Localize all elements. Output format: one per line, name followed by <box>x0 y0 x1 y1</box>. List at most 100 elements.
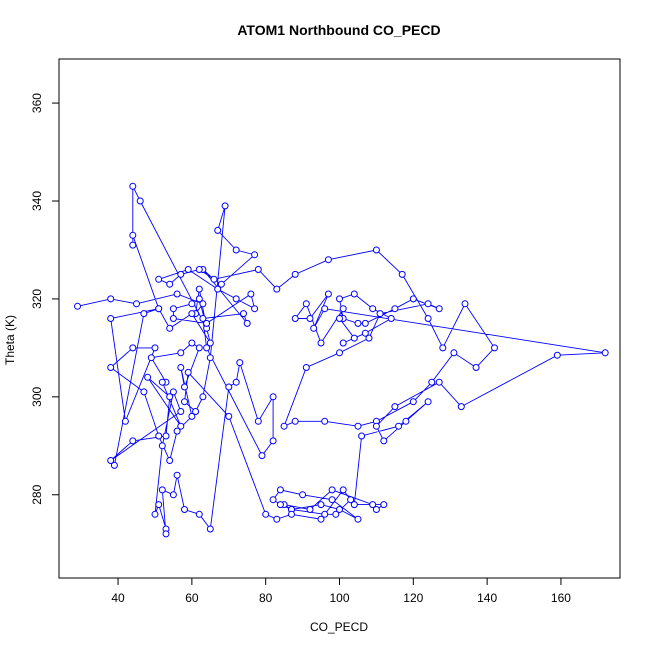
data-point <box>158 442 166 450</box>
data-point <box>358 432 366 440</box>
data-point <box>203 344 211 352</box>
data-point <box>339 339 347 347</box>
data-point <box>240 310 247 318</box>
data-point <box>553 351 561 359</box>
data-point <box>409 398 417 406</box>
data-point <box>199 393 207 401</box>
data-point <box>317 501 325 509</box>
data-point <box>169 491 177 499</box>
data-point <box>380 501 388 509</box>
data-point <box>232 295 240 303</box>
data-point <box>276 501 284 509</box>
data-point <box>347 496 355 504</box>
data-point <box>225 383 233 391</box>
data-point <box>221 202 229 210</box>
data-point <box>177 422 185 430</box>
data-point <box>269 437 277 445</box>
data-point <box>302 364 310 371</box>
x-tick-label: 140 <box>477 591 497 605</box>
data-point <box>195 285 203 293</box>
data-point <box>206 354 214 362</box>
data-point <box>354 515 362 523</box>
data-point <box>391 403 399 411</box>
data-point <box>361 319 369 327</box>
data-point <box>324 256 332 264</box>
data-point <box>166 280 174 288</box>
data-point <box>306 506 314 513</box>
data-point <box>288 510 295 518</box>
data-point <box>195 295 203 303</box>
data-point <box>380 437 388 445</box>
data-point <box>369 501 377 509</box>
data-point <box>376 310 384 318</box>
data-point <box>199 315 207 322</box>
data-point <box>155 432 163 440</box>
data-point <box>435 378 443 386</box>
data-point <box>199 300 207 308</box>
data-point <box>254 417 262 425</box>
data-point <box>155 501 163 509</box>
x-tick-label: 40 <box>111 591 125 605</box>
data-point <box>155 305 163 313</box>
data-point <box>217 280 225 288</box>
data-point <box>195 510 203 518</box>
data-point <box>428 378 436 386</box>
data-point <box>328 496 336 504</box>
data-point <box>195 266 203 273</box>
data-point <box>177 270 185 278</box>
data-point <box>181 398 188 406</box>
data-point <box>188 339 196 347</box>
data-point <box>336 349 343 357</box>
x-tick-label: 80 <box>259 591 273 605</box>
data-point <box>210 275 218 283</box>
data-point <box>317 339 325 347</box>
data-point <box>151 510 159 518</box>
data-point <box>601 349 609 357</box>
data-point <box>361 329 369 337</box>
data-point <box>140 310 148 318</box>
data-point <box>291 270 299 278</box>
data-point <box>166 457 174 464</box>
plot-frame <box>58 58 621 579</box>
x-axis: 40 60 80 100 120 140 160 <box>111 578 571 605</box>
data-point <box>291 417 299 425</box>
x-tick-label: 160 <box>551 591 571 605</box>
data-point <box>391 305 399 313</box>
data-point <box>140 388 148 396</box>
x-tick-label: 120 <box>403 591 423 605</box>
data-point <box>214 226 222 234</box>
data-point <box>107 295 115 303</box>
data-point <box>273 285 281 293</box>
y-axis: 280 300 320 340 360 <box>30 93 59 505</box>
data-point <box>184 368 192 376</box>
data-point <box>129 182 137 190</box>
data-point <box>350 290 358 298</box>
data-point <box>129 344 137 352</box>
data-point <box>258 452 266 460</box>
data-point <box>280 422 288 430</box>
data-point <box>247 290 255 298</box>
data-point <box>409 295 417 303</box>
data-point <box>155 275 163 283</box>
y-tick-label: 300 <box>30 387 44 407</box>
y-tick-label: 320 <box>30 289 44 309</box>
data-point <box>439 344 447 352</box>
data-point <box>350 334 358 342</box>
data-point <box>321 417 329 425</box>
data-point <box>107 315 115 322</box>
data-point <box>173 427 181 435</box>
data-point <box>424 398 432 406</box>
data-point <box>457 403 465 411</box>
data-point <box>188 300 196 308</box>
data-point <box>107 364 115 371</box>
data-point <box>369 305 377 313</box>
data-point <box>424 315 432 322</box>
data-point <box>129 231 137 239</box>
data-point <box>195 344 203 352</box>
x-tick-label: 60 <box>185 591 199 605</box>
data-point <box>365 334 373 342</box>
data-point <box>177 349 185 357</box>
chart-title: ATOM1 Northbound CO_PECD <box>237 22 440 38</box>
data-point <box>424 300 432 308</box>
data-point <box>254 266 262 273</box>
